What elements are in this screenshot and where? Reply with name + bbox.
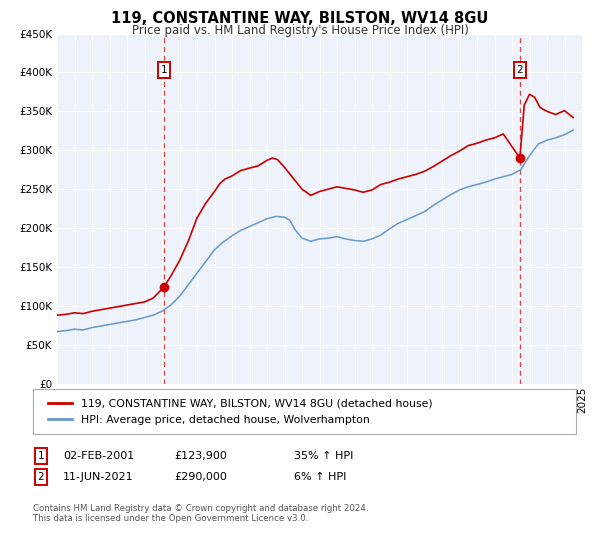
Text: 35% ↑ HPI: 35% ↑ HPI xyxy=(294,451,353,461)
Text: Contains HM Land Registry data © Crown copyright and database right 2024.
This d: Contains HM Land Registry data © Crown c… xyxy=(33,504,368,524)
Text: Price paid vs. HM Land Registry's House Price Index (HPI): Price paid vs. HM Land Registry's House … xyxy=(131,24,469,36)
Text: 6% ↑ HPI: 6% ↑ HPI xyxy=(294,472,346,482)
Text: 1: 1 xyxy=(37,451,44,461)
Text: 2: 2 xyxy=(517,66,523,76)
Text: 02-FEB-2001: 02-FEB-2001 xyxy=(63,451,134,461)
Text: 119, CONSTANTINE WAY, BILSTON, WV14 8GU: 119, CONSTANTINE WAY, BILSTON, WV14 8GU xyxy=(112,11,488,26)
Text: £290,000: £290,000 xyxy=(174,472,227,482)
Text: £123,900: £123,900 xyxy=(174,451,227,461)
Text: 11-JUN-2021: 11-JUN-2021 xyxy=(63,472,134,482)
Text: 2: 2 xyxy=(37,472,44,482)
Text: 1: 1 xyxy=(160,66,167,76)
Legend: 119, CONSTANTINE WAY, BILSTON, WV14 8GU (detached house), HPI: Average price, de: 119, CONSTANTINE WAY, BILSTON, WV14 8GU … xyxy=(44,394,437,429)
